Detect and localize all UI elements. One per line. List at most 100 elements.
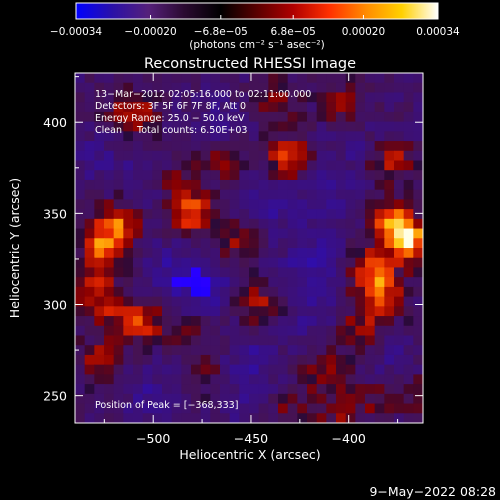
heatmap-cell [162, 228, 173, 239]
heatmap-cell [191, 267, 202, 278]
heatmap-cell [384, 374, 395, 385]
heatmap-cell [239, 364, 250, 375]
heatmap-cell [94, 131, 105, 142]
heatmap-cell [113, 102, 124, 113]
heatmap-cell [142, 335, 153, 346]
heatmap-cell [268, 345, 279, 356]
heatmap-cell [394, 393, 405, 405]
heatmap-cell [133, 111, 144, 123]
heatmap-cell [268, 121, 279, 132]
heatmap-cell [200, 92, 211, 103]
heatmap-cell [258, 413, 269, 423]
heatmap-cell [94, 403, 105, 414]
heatmap-cell [316, 277, 327, 288]
heatmap-cell [113, 286, 124, 298]
heatmap-cell [374, 121, 385, 132]
heatmap-cell [75, 374, 86, 385]
heatmap-cell [307, 111, 318, 123]
heatmap-cell [365, 257, 376, 269]
heatmap-cell [94, 267, 105, 278]
heatmap-cell [336, 403, 347, 414]
heatmap-cell [239, 316, 250, 327]
heatmap-cell [142, 354, 153, 366]
heatmap-cell [249, 102, 260, 113]
heatmap-cell [113, 170, 124, 181]
heatmap-cell [113, 160, 124, 171]
heatmap-cell [220, 306, 231, 317]
heatmap-cell [123, 403, 134, 414]
heatmap-cell [162, 121, 173, 132]
heatmap-cell [133, 121, 144, 132]
heatmap-cell [239, 189, 250, 200]
heatmap-cell [278, 150, 289, 162]
heatmap-cell [133, 316, 144, 327]
heatmap-cell [210, 374, 221, 385]
heatmap-cell [249, 111, 260, 123]
heatmap-cell [75, 131, 86, 142]
heatmap-cell [220, 179, 231, 191]
heatmap-cell [133, 228, 144, 239]
heatmap-cell [345, 277, 356, 288]
heatmap-cell [374, 257, 385, 269]
heatmap-cell [345, 170, 356, 181]
heatmap-cell [220, 325, 231, 337]
heatmap-cell [220, 228, 231, 239]
heatmap-cell [171, 277, 182, 288]
heatmap-cell [239, 150, 250, 162]
heatmap-cell [316, 393, 327, 405]
heatmap-cell [326, 393, 337, 405]
heatmap-cell [75, 160, 86, 171]
heatmap-cell [133, 384, 144, 395]
heatmap-cell [316, 238, 327, 249]
heatmap-cell [297, 286, 308, 298]
heatmap-cell [403, 218, 414, 230]
heatmap-cell [345, 374, 356, 385]
heatmap-cell [142, 296, 153, 307]
heatmap-cell [336, 325, 347, 337]
heatmap-cell [287, 189, 298, 200]
heatmap-cell [171, 238, 182, 249]
heatmap-cell [104, 306, 115, 317]
heatmap-cell [229, 199, 240, 210]
heatmap-cell [94, 296, 105, 307]
heatmap-cell [345, 354, 356, 366]
heatmap-cell [326, 82, 337, 94]
heatmap-cell [307, 160, 318, 171]
heatmap-cell [297, 384, 308, 395]
heatmap-cell [171, 92, 182, 103]
heatmap-cell [104, 374, 115, 385]
heatmap-cell [278, 316, 289, 327]
heatmap-cell [355, 228, 366, 239]
heatmap-cell [75, 393, 86, 405]
heatmap-cell [278, 403, 289, 414]
heatmap-cell [258, 131, 269, 142]
heatmap-cell [239, 325, 250, 337]
heatmap-cell [297, 413, 308, 423]
heatmap-cell [384, 267, 395, 278]
heatmap-cell [229, 316, 240, 327]
heatmap-cell [239, 102, 250, 113]
heatmap-cell [336, 228, 347, 239]
heatmap-cell [307, 296, 318, 307]
heatmap-cell [268, 393, 279, 405]
heatmap-cell [345, 345, 356, 356]
heatmap-cell [229, 374, 240, 385]
heatmap-cell [297, 228, 308, 239]
heatmap-cell [268, 364, 279, 375]
heatmap-cell [142, 325, 153, 337]
heatmap-cell [152, 92, 163, 103]
heatmap-cell [210, 306, 221, 317]
heatmap-cell [268, 374, 279, 385]
heatmap-cell [113, 364, 124, 375]
heatmap-cell [123, 179, 134, 191]
heatmap-cell [84, 316, 95, 327]
heatmap-cell [162, 277, 173, 288]
heatmap-cell [345, 141, 356, 152]
heatmap-cell [249, 393, 260, 405]
heatmap-cell [123, 384, 134, 395]
heatmap-cell [258, 121, 269, 132]
heatmap-cell [229, 413, 240, 423]
colorbar-unit-label: (photons cm⁻² s⁻¹ asec⁻²) [189, 39, 324, 51]
heatmap-cell [210, 92, 221, 103]
heatmap-cell [142, 111, 153, 123]
